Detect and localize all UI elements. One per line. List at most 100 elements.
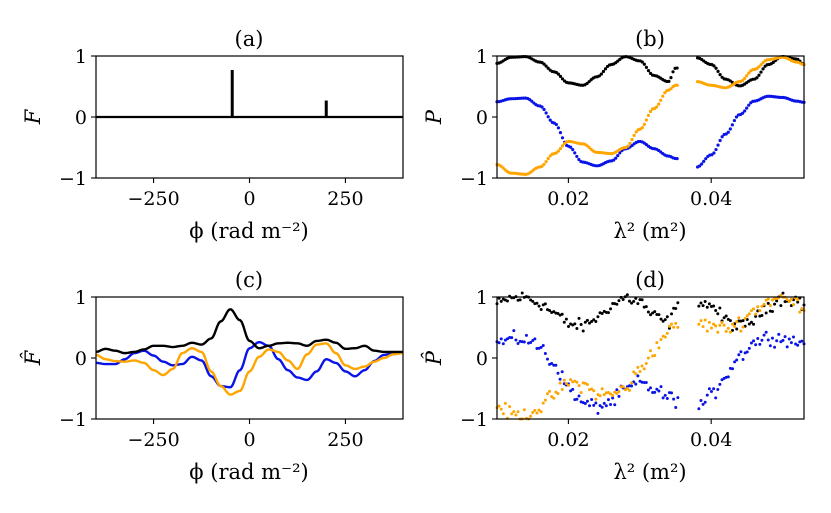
orange-scatter-point xyxy=(766,297,770,301)
orange-scatter-point xyxy=(621,385,625,389)
blue-scatter-point xyxy=(741,358,745,362)
blue-scatter-point xyxy=(701,402,705,406)
black-scatter-point xyxy=(562,320,566,324)
panel-d-xlabel: λ² (m²) xyxy=(613,460,686,484)
orange-scatter-point xyxy=(569,378,573,382)
black-scatter-point xyxy=(731,328,735,332)
black-scatter-point xyxy=(560,312,564,316)
black-scatter-point xyxy=(590,319,594,323)
black-scatter-point xyxy=(754,314,758,318)
black-curve-point xyxy=(597,74,601,78)
blue-scatter-point xyxy=(773,345,777,349)
blue-scatter-point xyxy=(545,357,549,361)
orange-scatter-point xyxy=(554,390,558,394)
orange-scatter-point xyxy=(733,324,737,328)
black-curve-point xyxy=(542,62,546,66)
black-scatter-point xyxy=(676,301,680,305)
orange-scatter-point xyxy=(625,387,629,391)
blue-scatter-point xyxy=(705,393,709,397)
orange-scatter-point xyxy=(798,310,802,314)
blue-scatter-point xyxy=(533,337,537,341)
orange-curve-point xyxy=(630,137,634,142)
black-scatter-point xyxy=(611,302,615,306)
panel-d-ylabel: P̂ xyxy=(422,350,446,366)
panel-c-plot-area xyxy=(95,308,404,396)
orange-scatter-point xyxy=(548,389,552,393)
blue-scatter-point xyxy=(598,404,602,408)
orange-scatter-point xyxy=(606,390,610,394)
black-scatter-point xyxy=(649,313,652,317)
orange-scatter-point xyxy=(510,412,514,416)
black-curve-point xyxy=(560,77,565,81)
blue-scatter-point xyxy=(508,336,512,340)
blue-scatter-point xyxy=(512,329,516,333)
blue-scatter-point xyxy=(602,401,606,405)
orange-scatter-point xyxy=(531,411,535,415)
blue-curve-point xyxy=(743,109,747,113)
blue-scatter-point xyxy=(703,400,707,404)
blue-curve-point xyxy=(548,118,552,122)
blue-scatter-point xyxy=(674,406,678,410)
orange-scatter-point xyxy=(699,319,703,323)
blue-scatter-point xyxy=(585,399,589,403)
blue-scatter-point xyxy=(720,378,724,382)
orange-curve-point xyxy=(741,78,745,83)
orange-scatter-point xyxy=(585,383,589,387)
black-scatter-point xyxy=(583,320,587,324)
black-scatter-point xyxy=(659,317,663,321)
blue-curve-point xyxy=(728,127,732,131)
blue-scatter-point xyxy=(739,350,743,354)
black-scatter-point xyxy=(548,309,552,313)
orange-scatter-point xyxy=(752,307,756,311)
blue-scatter-point xyxy=(569,389,573,393)
orange-scatter-point xyxy=(632,370,636,374)
black-scatter-point xyxy=(703,300,707,304)
blue-scatter-point xyxy=(558,377,562,381)
orange-curve-point xyxy=(628,141,632,145)
black-scatter-point xyxy=(566,324,570,328)
blue-scatter-point xyxy=(613,403,617,407)
black-curve-point xyxy=(712,64,716,68)
blue-scatter-point xyxy=(699,399,703,403)
blue-scatter-point xyxy=(649,386,652,390)
orange-scatter-point xyxy=(724,329,728,333)
panel-a-ticks: −250 0 250 −1 0 1 xyxy=(59,46,364,210)
orange-scatter-point xyxy=(760,304,764,308)
panel-c-ylabel: F̂ xyxy=(21,349,45,366)
orange-curve-point xyxy=(560,144,565,148)
black-scatter-point xyxy=(653,310,657,314)
black-scatter-point xyxy=(728,319,732,323)
orange-curve-point xyxy=(642,122,646,126)
black-scatter-point xyxy=(670,312,674,316)
panel-b-title: (b) xyxy=(635,27,665,51)
orange-scatter-point xyxy=(535,411,539,415)
black-scatter-point xyxy=(707,302,711,306)
orange-scatter-point xyxy=(667,324,671,328)
blue-scatter-point xyxy=(653,390,657,394)
panel-a-ylabel: F xyxy=(21,108,45,125)
orange-scatter-point xyxy=(800,307,804,311)
orange-scatter-point xyxy=(657,346,661,350)
black-scatter-point xyxy=(705,305,709,309)
black-scatter-point xyxy=(594,320,598,324)
x-tick-label: 0.02 xyxy=(547,429,589,451)
orange-scatter-point xyxy=(705,329,709,333)
blue-scatter-point xyxy=(716,388,720,392)
blue-scatter-point xyxy=(800,339,804,343)
orange-curve-point xyxy=(745,74,749,78)
black-scatter-point xyxy=(724,314,728,318)
orange-scatter-point xyxy=(630,381,634,385)
blue-scatter-point xyxy=(764,330,768,334)
orange-scatter-point xyxy=(642,367,646,371)
black-curve-point xyxy=(646,69,651,73)
black-scatter-point xyxy=(579,322,583,326)
blue-curve-point xyxy=(571,148,575,152)
black-scatter-point xyxy=(764,311,768,315)
black-scatter-point xyxy=(646,310,650,314)
black-curve-point xyxy=(755,76,759,80)
orange-scatter-point xyxy=(529,414,533,418)
blue-scatter-point xyxy=(588,404,592,408)
blue-scatter-point xyxy=(796,343,800,347)
panel-d-ticks: 0.02 0.04 −1 0 1 xyxy=(460,287,732,451)
orange-scatter-point xyxy=(735,320,739,324)
